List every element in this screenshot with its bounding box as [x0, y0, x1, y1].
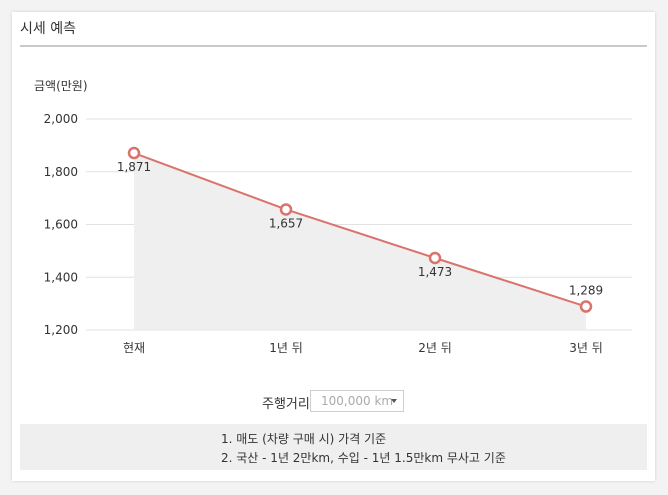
y-tick-label: 1,800 — [44, 165, 78, 179]
y-tick-label: 1,200 — [44, 323, 78, 337]
notes-box: 1. 매도 (차량 구매 시) 가격 기준 2. 국산 - 1년 2만km, 수… — [20, 424, 647, 470]
y-tick-label: 1,400 — [44, 270, 78, 284]
x-tick-label: 2년 뒤 — [418, 341, 452, 355]
x-tick-label: 1년 뒤 — [269, 341, 303, 355]
mileage-select[interactable]: 100,000 km — [310, 390, 404, 412]
data-label: 1,657 — [269, 216, 303, 230]
price-forecast-panel: 시세 예측 금액(만원) 2,000 1,800 1,600 1,400 1,200 1… — [12, 12, 655, 481]
data-label: 1,871 — [117, 160, 151, 174]
data-point — [579, 300, 593, 313]
x-tick-layer: 현재 1년 뒤 2년 뒤 3년 뒤 — [123, 341, 603, 355]
mileage-row: 주행거리 100,000 km — [12, 390, 655, 414]
y-axis-label: 금액(만원) — [34, 79, 88, 93]
y-tick-label: 1,600 — [44, 218, 78, 232]
point-layer — [127, 146, 593, 313]
x-tick-label: 3년 뒤 — [569, 341, 603, 355]
mileage-selected-value: 100,000 km — [321, 394, 394, 408]
y-tick-label: 2,000 — [44, 112, 78, 126]
note-1: 1. 매도 (차량 구매 시) 가격 기준 — [221, 432, 387, 446]
data-label: 1,289 — [569, 284, 603, 298]
data-point — [279, 203, 293, 216]
note-2: 2. 국산 - 1년 2만km, 수입 - 1년 1.5만km 무사고 기준 — [221, 451, 506, 465]
data-point — [127, 146, 141, 160]
data-label: 1,473 — [418, 265, 452, 279]
area-layer — [134, 153, 586, 330]
mileage-label: 주행거리 — [262, 397, 310, 412]
data-point — [428, 251, 442, 265]
x-tick-label: 현재 — [123, 341, 145, 355]
series-line — [133, 152, 587, 308]
title-divider — [20, 45, 647, 47]
line-layer — [133, 152, 587, 308]
label-layer: 1,871 1,657 1,473 1,289 — [117, 160, 603, 298]
area-fill — [134, 153, 586, 330]
panel-title: 시세 예측 — [20, 21, 76, 37]
chevron-down-icon — [391, 399, 397, 403]
